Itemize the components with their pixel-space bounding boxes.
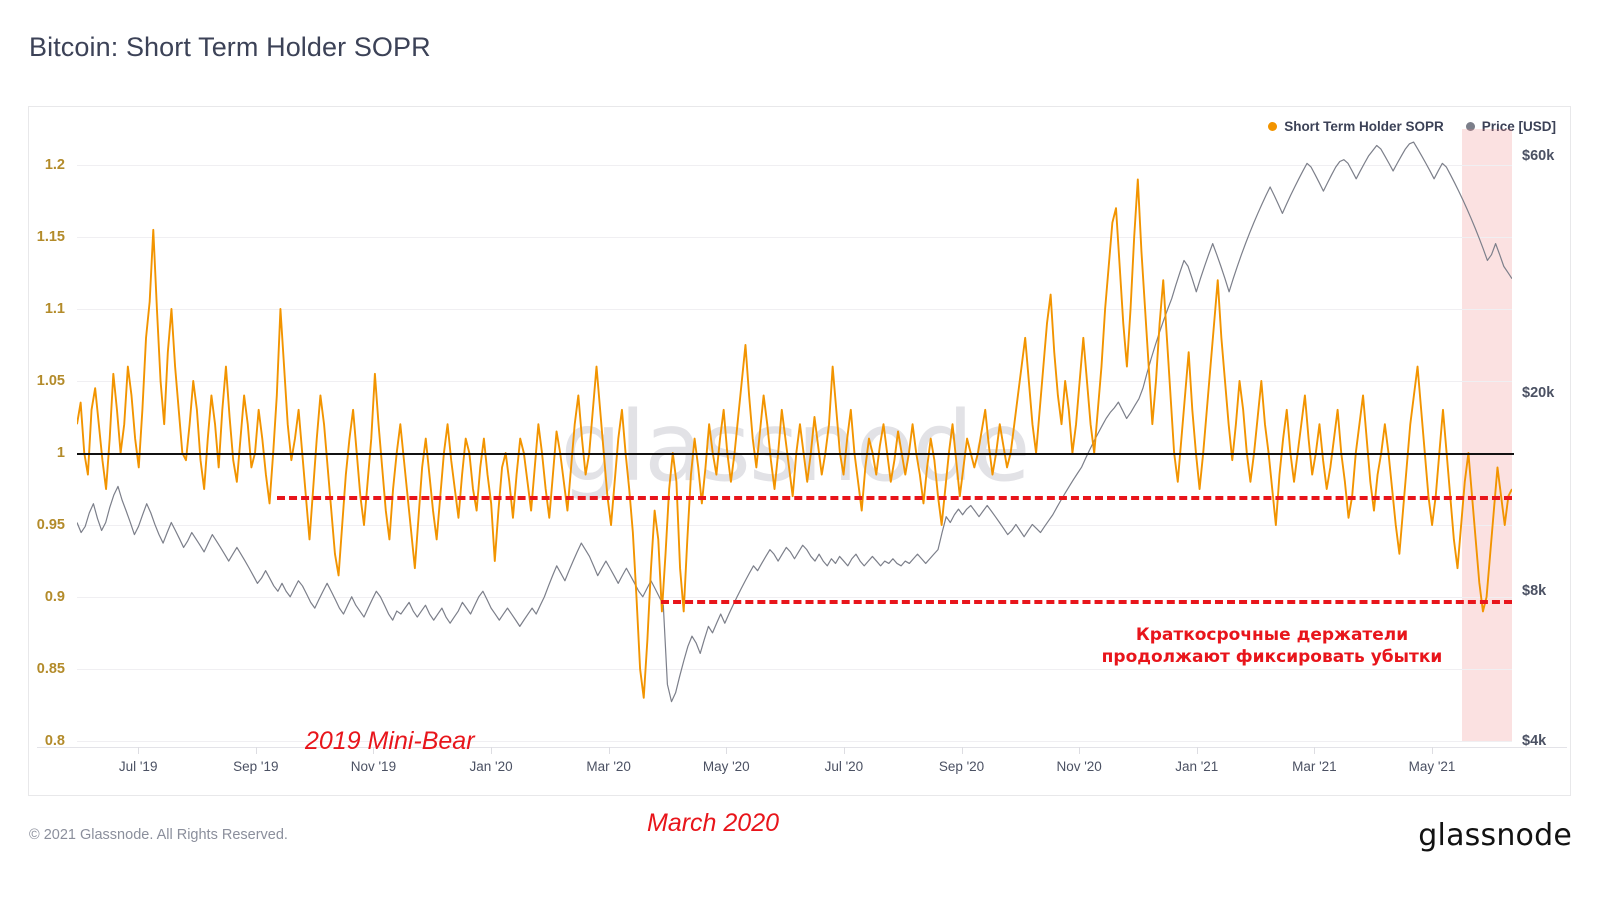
gridline-horizontal (77, 741, 1512, 742)
sopr-unity-reference-line (77, 453, 1514, 455)
annotation-2019-mini-bear: 2019 Mini-Bear (305, 727, 475, 755)
gridline-horizontal (77, 309, 1512, 310)
plot-area[interactable]: glassnode 1.2 1.15 1.1 1.05 1 0.95 0.9 0.85 0.8 $… (37, 129, 1567, 837)
legend-dot-sopr (1268, 122, 1278, 131)
y-axis-left-label: 0.9 (44, 589, 65, 605)
x-axis-tick (843, 747, 845, 754)
legend-item-price[interactable]: Price [USD] (1465, 119, 1556, 134)
chart-card: Short Term Holder SOPR Price [USD] glass… (28, 106, 1571, 837)
x-axis-tick (608, 747, 610, 754)
y-axis-left-label: 0.85 (36, 661, 65, 677)
chart-legend: Short Term Holder SOPR Price [USD] (1268, 119, 1556, 134)
x-axis-tick (138, 747, 140, 754)
y-axis-left-label: 1 (56, 445, 65, 461)
x-axis-tick (373, 747, 375, 754)
y-axis-left-label: 0.8 (44, 733, 65, 749)
x-axis-tick (726, 747, 728, 754)
legend-label-price: Price [USD] (1481, 119, 1556, 134)
x-axis-label: Sep '20 (938, 759, 985, 774)
sopr-line (77, 178, 1512, 699)
upper-loss-floor-dashed-line (277, 496, 1512, 501)
y-axis-left-label: 1.1 (44, 301, 65, 317)
legend-dot-price (1465, 122, 1475, 131)
x-axis-label: May '20 (702, 759, 750, 774)
page-title: Bitcoin: Short Term Holder SOPR (29, 32, 431, 62)
x-axis-label: Nov '19 (350, 759, 397, 774)
y-axis-right-label: $8k (1522, 583, 1547, 600)
x-axis-tick (1432, 747, 1434, 754)
footer-copyright: © 2021 Glassnode. All Rights Reserved. (29, 827, 288, 843)
x-axis-tick (491, 747, 493, 754)
gridline-horizontal (77, 669, 1512, 670)
series-canvas (77, 141, 1512, 703)
x-axis-label: Sep '19 (233, 759, 279, 774)
x-axis-tick (1196, 747, 1198, 754)
y-axis-left-label: 1.15 (36, 229, 65, 245)
x-axis-label: Nov '20 (1056, 759, 1102, 774)
y-axis-left-label: 0.95 (36, 517, 65, 533)
x-axis-baseline (37, 747, 1567, 748)
x-axis-label: Jul '20 (824, 759, 864, 774)
y-axis-left-label: 1.2 (44, 157, 65, 173)
highlight-region (1462, 129, 1512, 741)
x-axis-label: Jul '19 (118, 759, 158, 774)
x-axis-label: Mar '21 (1292, 759, 1337, 774)
x-axis-tick (255, 747, 257, 754)
legend-item-sopr[interactable]: Short Term Holder SOPR (1268, 119, 1444, 134)
x-axis-tick (1314, 747, 1316, 754)
x-axis-label: May '21 (1408, 759, 1456, 774)
gridline-horizontal (77, 165, 1512, 166)
x-axis-label: Mar '20 (586, 759, 631, 774)
x-axis-label: Jan '21 (1175, 759, 1219, 774)
y-axis-right-label: $4k (1522, 733, 1547, 749)
annotation-russian-note: Краткосрочные держатели продолжают фиксир… (1102, 624, 1443, 668)
price-line (77, 141, 1512, 703)
annotation-russian-line2: продолжают фиксировать убытки (1101, 647, 1443, 667)
y-axis-right-label: $60k (1522, 148, 1555, 165)
x-axis-tick (961, 747, 963, 754)
x-axis-label: Jan '20 (469, 759, 513, 774)
legend-label-sopr: Short Term Holder SOPR (1284, 119, 1444, 134)
footer-logo: glassnode (1418, 818, 1572, 853)
y-axis-right-label: $20k (1522, 385, 1555, 402)
gridline-horizontal (77, 237, 1512, 238)
gridline-horizontal (77, 381, 1512, 382)
gridline-horizontal (77, 597, 1512, 598)
annotation-march-2020: March 2020 (647, 809, 780, 837)
gridline-horizontal (77, 525, 1512, 526)
annotation-russian-line1: Краткосрочные держатели (1135, 625, 1409, 645)
x-axis-tick (1079, 747, 1081, 754)
y-axis-left-label: 1.05 (36, 373, 65, 389)
lower-loss-floor-dashed-line (661, 599, 1512, 604)
